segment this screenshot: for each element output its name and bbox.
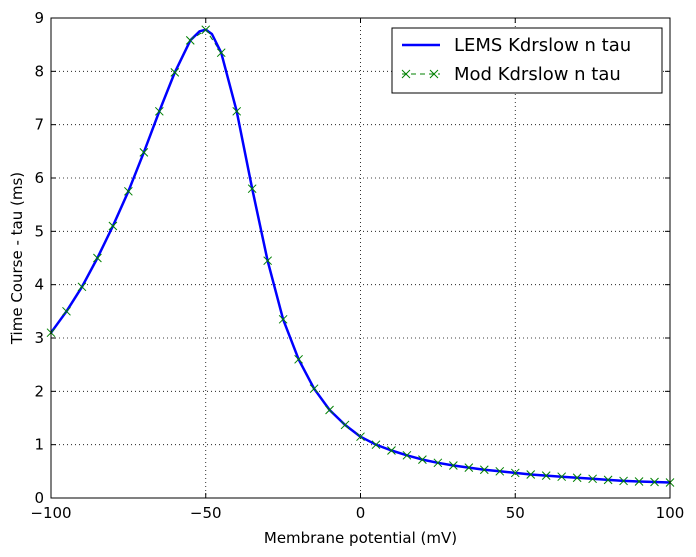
x-axis-label: Membrane potential (mV) [264, 529, 457, 547]
x-tick-label: −100 [30, 504, 71, 522]
data-point-mod [510, 468, 520, 478]
data-point-mod [108, 221, 118, 231]
data-point-mod [603, 475, 613, 485]
y-tick-label: 5 [34, 222, 44, 240]
y-tick-label: 2 [34, 382, 44, 400]
data-point-mod [541, 471, 551, 480]
legend-markers-mod [401, 69, 439, 79]
y-tick-label: 7 [34, 116, 44, 134]
x-tick-label: 0 [356, 504, 366, 522]
y-axis-label: Time Course - tau (ms) [8, 172, 26, 345]
data-point-mod [495, 466, 505, 476]
x-tick-label: 100 [656, 504, 685, 522]
data-point-mod [387, 446, 396, 455]
data-point-mod [526, 470, 536, 479]
data-point-mod [325, 405, 334, 415]
data-point-mod [464, 463, 474, 472]
axis-ticks: −100 −50 0 50 100 0 1 2 3 4 5 6 7 8 9 [30, 9, 684, 522]
legend-label-lems: LEMS Kdrslow n tau [454, 35, 631, 56]
legend-marker-mod [429, 69, 439, 79]
data-point-mod [309, 384, 319, 394]
y-tick-label: 9 [34, 9, 44, 27]
data-point-mod [557, 472, 567, 482]
data-point-mod [433, 458, 443, 468]
data-point-mod [154, 106, 164, 116]
data-point-mod [216, 48, 226, 58]
data-point-mod [650, 477, 659, 487]
legend-label-mod: Mod Kdrslow n tau [454, 64, 621, 85]
plot-series [46, 25, 675, 487]
data-point-mod [247, 184, 257, 194]
data-point-mod [201, 25, 211, 35]
y-tick-label: 0 [34, 489, 44, 507]
data-point-mod [124, 186, 133, 196]
data-point-mod [263, 256, 273, 266]
data-point-mod [619, 476, 628, 486]
y-tick-label: 3 [34, 329, 44, 347]
data-point-mod [93, 253, 102, 263]
data-point-mod [170, 68, 180, 77]
data-point-mod [77, 282, 87, 292]
y-tick-label: 8 [34, 62, 44, 80]
data-point-mod [185, 36, 195, 45]
data-point-mod [356, 432, 365, 442]
data-point-mod [232, 106, 242, 116]
legend: LEMS Kdrslow n tau Mod Kdrslow n tau [391, 27, 663, 94]
y-tick-label: 1 [34, 436, 44, 454]
legend-marker-mod [401, 69, 411, 79]
data-point-mod [139, 148, 149, 157]
data-point-mod [62, 306, 71, 316]
data-point-mod [294, 354, 303, 364]
data-point-mod [340, 420, 350, 430]
legend-box [391, 27, 663, 94]
data-point-mod [479, 465, 489, 475]
data-point-mod [572, 473, 582, 483]
data-point-mod [448, 461, 458, 470]
data-point-mod [278, 314, 288, 324]
data-point-mod [371, 440, 381, 450]
y-tick-label: 4 [34, 276, 44, 294]
data-point-mod [588, 474, 597, 484]
grid-lines [51, 18, 670, 498]
data-point-mod [402, 450, 412, 460]
data-point-mod [634, 477, 644, 486]
data-point-mod [418, 455, 427, 464]
y-tick-label: 6 [34, 169, 44, 187]
x-tick-label: −50 [190, 504, 222, 522]
x-tick-label: 50 [506, 504, 525, 522]
